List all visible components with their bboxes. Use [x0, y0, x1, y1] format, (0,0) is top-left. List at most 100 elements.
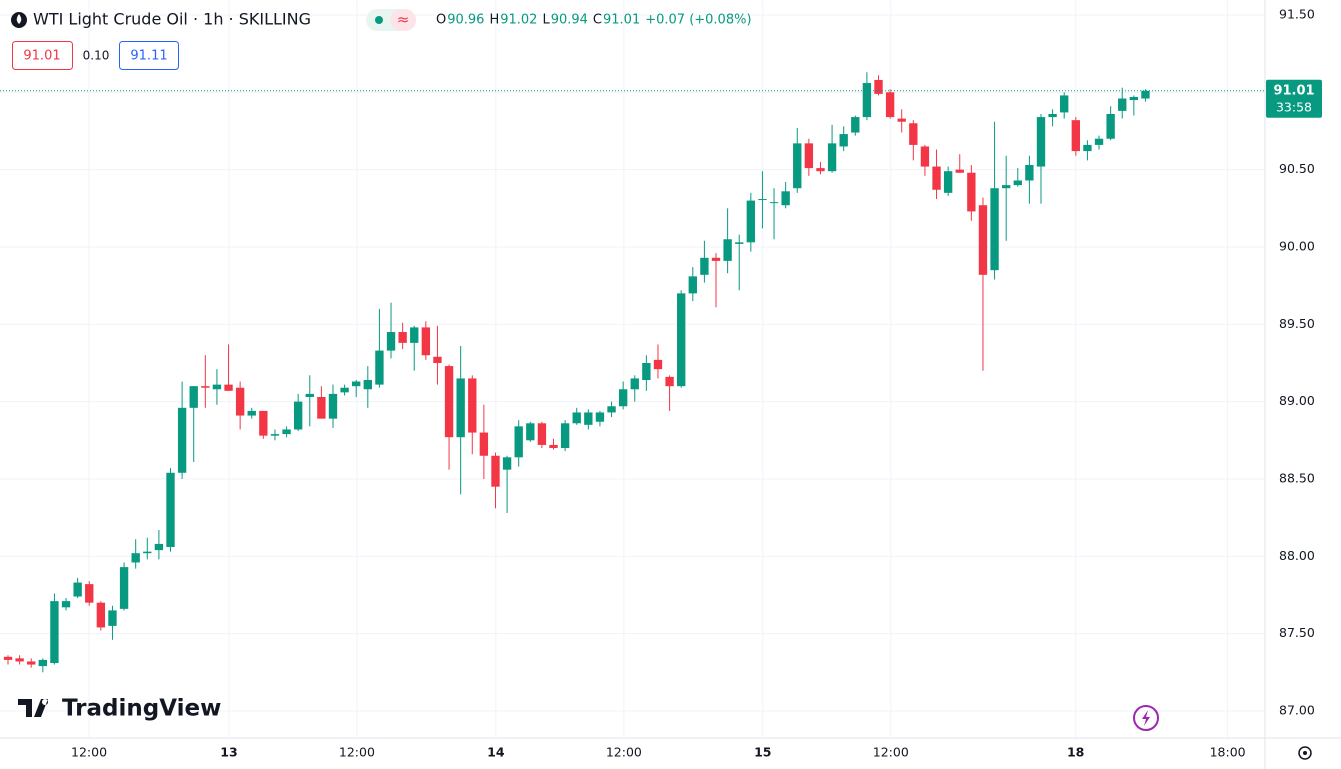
- candle-body: [700, 257, 709, 275]
- candle-body: [955, 169, 964, 173]
- candle-body: [201, 386, 210, 388]
- y-tick-label: 90.00: [1279, 238, 1315, 253]
- logo-text: TradingView: [62, 696, 221, 722]
- candle-body: [839, 134, 848, 147]
- candle-body: [1106, 113, 1115, 139]
- candle-body: [688, 276, 697, 294]
- candle-body: [131, 553, 140, 563]
- ohlc-value: 90.96: [447, 13, 484, 28]
- candle-body: [607, 406, 616, 413]
- sell-price: 91.01: [23, 49, 60, 64]
- x-tick-label: 18:00: [1210, 745, 1246, 760]
- symbol-icon-drop: [16, 14, 22, 24]
- candle-body: [537, 423, 547, 445]
- market-open-dot: [375, 16, 383, 24]
- candle-body: [143, 551, 152, 554]
- candle-body: [978, 205, 988, 275]
- candle-body: [15, 658, 24, 662]
- x-tick-label: 13: [220, 745, 237, 760]
- candle-body: [618, 389, 628, 407]
- candle-body: [642, 362, 651, 380]
- settings-icon-center: [1303, 751, 1307, 755]
- candle-body: [352, 381, 361, 387]
- candle-body: [1094, 138, 1104, 145]
- y-tick-label: 87.50: [1279, 625, 1315, 640]
- candle-body: [247, 410, 256, 416]
- candle-body: [827, 143, 837, 172]
- candle-body: [456, 378, 465, 438]
- candle-body: [514, 426, 523, 458]
- candle-body: [154, 543, 164, 551]
- ohlc-label: L: [542, 13, 550, 28]
- candle-body: [1118, 98, 1127, 111]
- candle-body: [1141, 90, 1150, 99]
- candle-body: [85, 584, 94, 603]
- candle-body: [212, 384, 222, 390]
- candle-body: [1071, 120, 1080, 152]
- candle-body: [630, 378, 639, 390]
- lightning-button[interactable]: [1133, 705, 1159, 731]
- candle-body: [189, 386, 198, 408]
- candle-body: [990, 188, 999, 271]
- candle-body: [909, 123, 918, 145]
- candle-body: [1025, 165, 1034, 181]
- candle-body: [584, 412, 593, 425]
- candle-body: [27, 661, 36, 665]
- candle-body: [1013, 180, 1022, 186]
- ohlc-label: H: [489, 13, 499, 28]
- ohlc-legend: O 90.96 H 91.02 L 90.94 C 91.01 +0.07 (+0.08%): [436, 13, 752, 28]
- candle-body: [816, 168, 825, 172]
- candle-body: [851, 117, 860, 133]
- y-tick-label: 90.50: [1279, 161, 1315, 176]
- candle-body: [177, 407, 187, 473]
- delayed-badge: [390, 9, 416, 31]
- candle-body: [119, 567, 129, 609]
- candle-body: [50, 601, 59, 663]
- candle-body: [270, 434, 280, 436]
- candle-body: [38, 659, 48, 667]
- candle-body: [479, 432, 489, 456]
- x-tick-label: 12:00: [873, 745, 909, 760]
- candle-body: [677, 293, 686, 387]
- candle-body: [595, 412, 605, 422]
- grid: [0, 0, 1265, 738]
- x-tick-label: 14: [487, 745, 505, 760]
- buy-button[interactable]: [119, 41, 179, 70]
- candle-body: [932, 166, 941, 190]
- candle-body: [305, 393, 314, 397]
- candle-body: [665, 376, 674, 387]
- candle-body: [1001, 185, 1011, 189]
- candle-body: [433, 356, 442, 363]
- buy-price: 91.11: [130, 49, 167, 64]
- ohlc-value: 91.02: [500, 13, 537, 28]
- candle-body: [502, 457, 512, 470]
- candle-body: [735, 242, 744, 244]
- ohlc-label: C: [593, 13, 602, 28]
- spread: 0.10: [83, 49, 110, 63]
- candle-body: [317, 396, 326, 419]
- candle-body: [874, 79, 883, 94]
- last-price-label: 91.01: [1273, 83, 1314, 98]
- candle-body: [468, 378, 477, 433]
- candle-body: [235, 387, 245, 416]
- candle-body: [386, 332, 396, 351]
- candle-body: [282, 429, 291, 435]
- candle-body: [526, 423, 535, 441]
- chart-title[interactable]: WTI Light Crude Oil · 1h · SKILLING: [33, 10, 311, 29]
- settings-button[interactable]: [1298, 746, 1312, 760]
- ohlc-change: +0.07 (+0.08%): [645, 13, 751, 28]
- candle-body: [967, 172, 976, 212]
- candle-body: [224, 384, 233, 391]
- sell-button[interactable]: [12, 41, 73, 70]
- delayed-icon: ≈: [397, 11, 410, 29]
- candle-body: [328, 393, 338, 419]
- candle-body: [769, 202, 779, 204]
- x-tick-label: 15: [754, 745, 771, 760]
- y-tick-label: 89.50: [1279, 316, 1315, 331]
- logo[interactable]: TradingView: [18, 696, 221, 722]
- candle-body: [398, 332, 407, 343]
- candle-body: [793, 143, 802, 189]
- y-tick-label: 88.50: [1279, 470, 1315, 485]
- candle-body: [1036, 117, 1046, 167]
